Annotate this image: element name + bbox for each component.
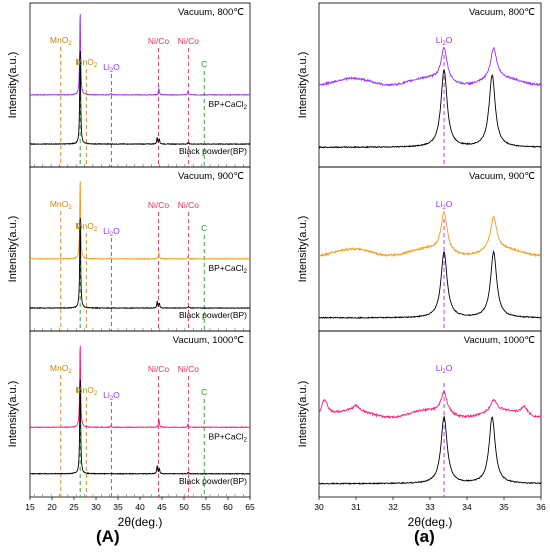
series-line-black-powder	[29, 50, 251, 146]
panel-label-a: (a)	[414, 527, 435, 546]
reference-label: Li2O	[103, 226, 120, 238]
reference-label: MnO2	[50, 35, 72, 47]
reference-label: Ni/Co	[178, 200, 200, 210]
y-axis-label: Intensity(a.u.)	[297, 52, 309, 119]
reference-label: Ni/Co	[148, 200, 170, 210]
x-tick-label: 45	[157, 502, 167, 512]
x-tick-label: 60	[223, 502, 233, 512]
reference-label: Li2O	[103, 62, 120, 74]
panel-label-A: (A)	[96, 527, 120, 546]
x-tick-label: 32	[388, 502, 398, 512]
x-tick-label: 31	[351, 502, 361, 512]
series-line-bp-cacl2	[318, 390, 542, 419]
x-tick-label: 20	[47, 502, 57, 512]
x-axis-label: 2θ(deg.)	[408, 515, 453, 529]
reference-label: Ni/Co	[178, 36, 200, 46]
reference-label: Ni/Co	[178, 364, 200, 374]
x-tick-label: 15	[25, 502, 35, 512]
subplot-A-1: Intensity(a.u.) Vacuum, 800℃ Black powder(…	[7, 2, 251, 168]
subplot-a-2: Intensity(a.u.) Vacuum, 900℃	[297, 166, 542, 332]
reference-label: C	[201, 59, 207, 69]
subplot-A-2: Intensity(a.u.) Vacuum, 900℃ Black powder(…	[7, 166, 251, 332]
reference-label: Ni/Co	[148, 36, 170, 46]
x-tick-label: 55	[201, 502, 211, 512]
reference-label: C	[76, 385, 82, 395]
subplot-A-3: Intensity(a.u.) Vacuum, 1000℃ Black powder…	[7, 330, 255, 529]
series-label: Black powder(BP)	[179, 146, 247, 156]
x-tick-label: 50	[179, 502, 189, 512]
subplot-title: Vacuum, 1000℃	[173, 335, 245, 346]
x-tick-label: 40	[135, 502, 145, 512]
series-label: Black powder(BP)	[179, 476, 247, 486]
x-axis-label: 2θ(deg.)	[118, 515, 163, 529]
series-label: Black powder(BP)	[179, 310, 247, 320]
reference-label: Li2O	[436, 363, 453, 375]
reference-label: C	[201, 387, 207, 397]
reference-label: MnO2	[75, 57, 97, 69]
series-line-black-powder	[318, 250, 541, 320]
reference-label: MnO2	[75, 385, 97, 397]
series-line-bp-cacl2	[29, 345, 251, 429]
x-tick-label: 65	[245, 502, 255, 512]
y-axis-label: Intensity(a.u.)	[297, 381, 309, 448]
reference-label: MnO2	[75, 221, 97, 233]
series-line-black-powder	[29, 379, 251, 475]
series-line-bp-cacl2	[29, 181, 251, 261]
series-line-bp-cacl2	[318, 210, 542, 258]
x-tick-label: 34	[462, 502, 472, 512]
x-tick-label: 25	[69, 502, 79, 512]
reference-label: C	[201, 223, 207, 233]
reference-label: Li2O	[436, 199, 453, 211]
reference-label: MnO2	[50, 363, 72, 375]
x-tick-label: 30	[91, 502, 101, 512]
subplot-title: Vacuum, 900℃	[469, 171, 535, 182]
series-label: BP+CaCl2	[208, 431, 247, 443]
reference-label: Li2O	[436, 35, 453, 47]
subplot-title: Vacuum, 1000℃	[464, 335, 536, 346]
plot-frame	[29, 330, 251, 498]
plot-frame	[318, 330, 542, 498]
y-axis-label: Intensity(a.u.)	[7, 216, 19, 283]
y-axis-label: Intensity(a.u.)	[7, 52, 19, 119]
y-axis-label: Intensity(a.u.)	[297, 216, 309, 283]
subplot-title: Vacuum, 800℃	[178, 7, 244, 18]
reference-label: MnO2	[50, 199, 72, 211]
subplot-title: Vacuum, 800℃	[469, 7, 535, 18]
plot-frame	[29, 166, 251, 332]
x-tick-label: 35	[113, 502, 123, 512]
series-line-bp-cacl2	[29, 14, 251, 97]
series-label: BP+CaCl2	[208, 99, 247, 111]
series-label: BP+CaCl2	[208, 263, 247, 275]
reference-label: Li2O	[103, 390, 120, 402]
x-tick-label: 33	[425, 502, 435, 512]
series-line-black-powder	[318, 69, 542, 149]
series-line-bp-cacl2	[318, 46, 542, 87]
subplot-a-1: Intensity(a.u.) Vacuum, 800℃	[297, 2, 542, 168]
series-line-black-powder	[318, 415, 542, 486]
y-axis-label: Intensity(a.u.)	[7, 381, 19, 448]
subplot-a-3: Intensity(a.u.) Vacuum, 1000℃ 30 31 32 33 34 35…	[297, 330, 546, 529]
x-tick-label: 36	[536, 502, 546, 512]
x-tick-label: 30	[314, 502, 324, 512]
x-tick-label: 35	[499, 502, 509, 512]
reference-label: Ni/Co	[148, 364, 170, 374]
plot-frame	[29, 2, 251, 168]
reference-label: C	[76, 57, 82, 67]
series-line-black-powder	[29, 217, 251, 310]
reference-label: C	[76, 221, 82, 231]
subplot-title: Vacuum, 900℃	[178, 171, 244, 182]
